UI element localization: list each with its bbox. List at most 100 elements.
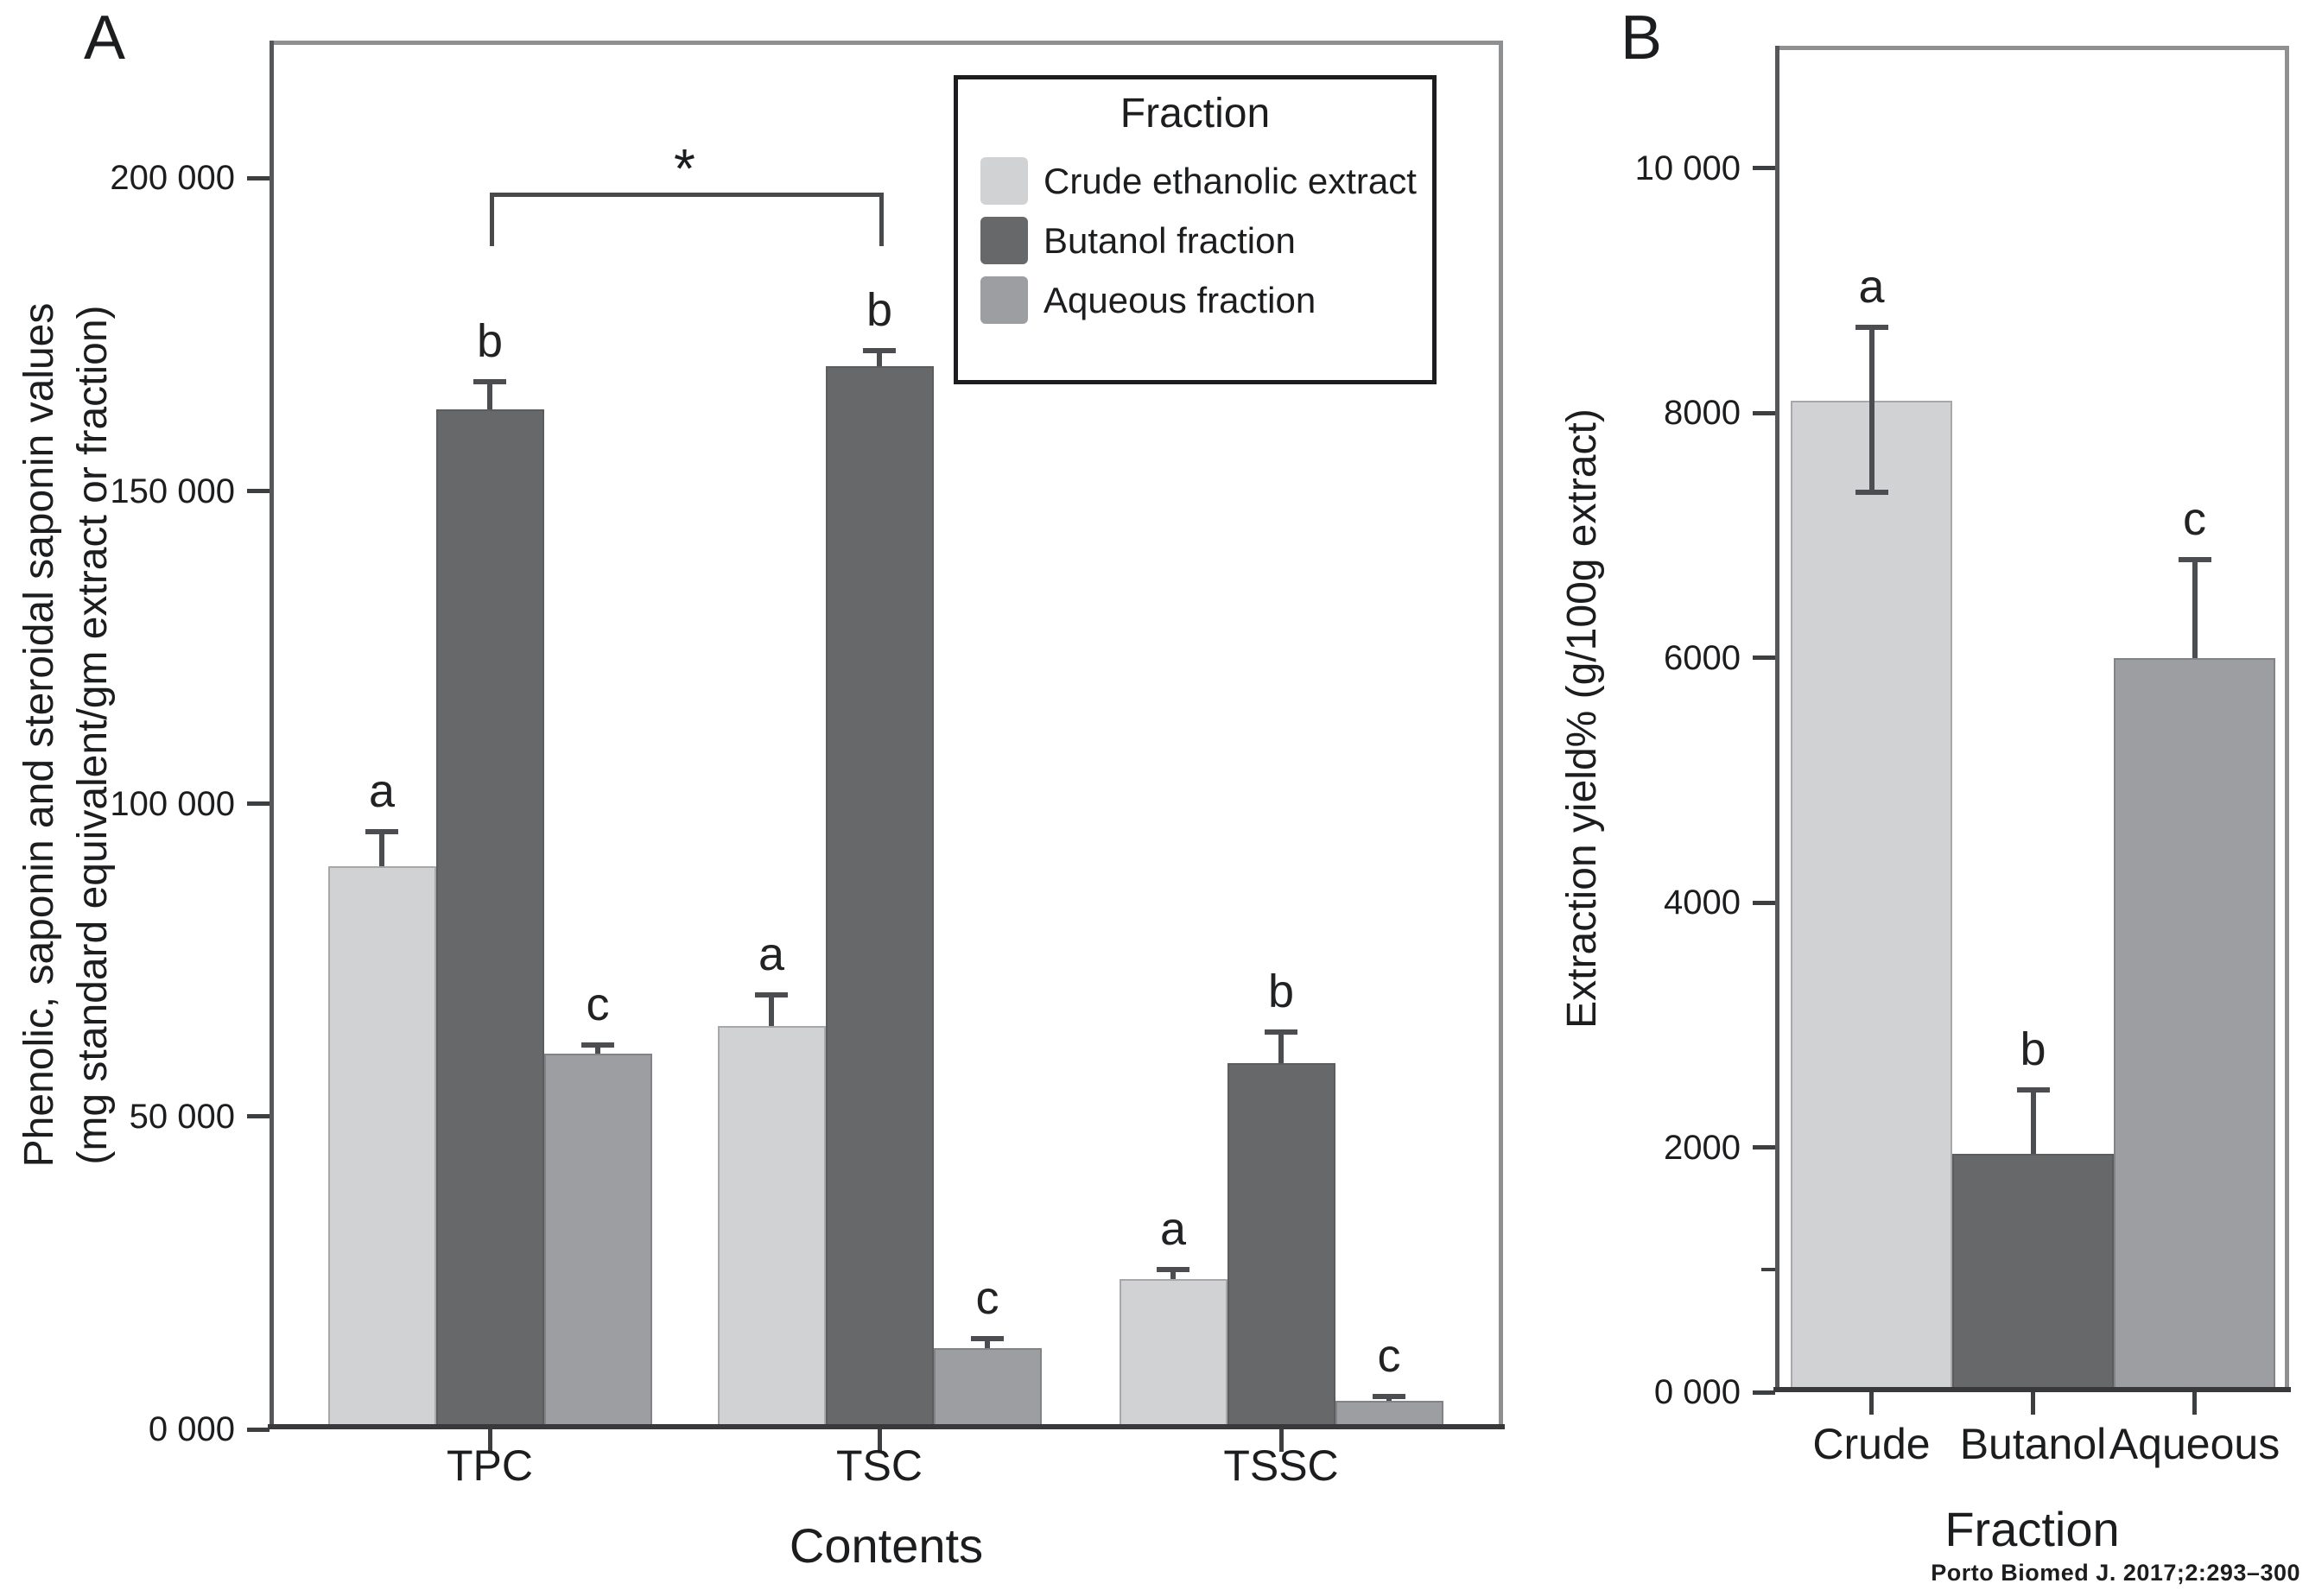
bar-butanol xyxy=(1952,1153,2114,1392)
legend-label-crude: Crude ethanolic extract xyxy=(1043,160,1417,201)
panel-a-y-axis xyxy=(270,41,274,1429)
legend-swatch-crude xyxy=(980,157,1028,205)
y-tick-label-4000: 4000 xyxy=(1664,884,1741,922)
significance-letter-butanol: b xyxy=(2020,1023,2046,1075)
y-tick-0 xyxy=(247,1427,270,1432)
panel-a-frame-top xyxy=(270,41,1503,45)
legend-label-butanol: Butanol fraction xyxy=(1043,219,1296,261)
significance-letter-butanol-tssc: b xyxy=(1267,966,1295,1018)
significance-letter-aqueous-tsc: c xyxy=(975,1271,999,1324)
error-bar-cap-crude-tpc xyxy=(365,829,398,835)
y-tick-label-50000: 50 000 xyxy=(129,1097,235,1136)
error-bar-cap-butanol-tsc xyxy=(863,347,896,353)
error-bar-stem-butanol-tssc xyxy=(1278,1032,1284,1064)
significance-asterisk: * xyxy=(674,137,695,200)
error-bar-stem-butanol xyxy=(2030,1089,2036,1154)
bar-crude-tssc xyxy=(1119,1279,1227,1429)
category-label-crude: Crude xyxy=(1812,1420,1931,1468)
error-bar-cap-aqueous xyxy=(2178,557,2211,563)
panel-b-label: B xyxy=(1621,3,1663,73)
y-tick-6000 xyxy=(1753,656,1775,661)
error-bar-stem-butanol-tsc xyxy=(877,350,882,366)
error-bar-stem-crude-tssc xyxy=(1170,1270,1176,1280)
error-bar-stem-butanol-tpc xyxy=(487,381,492,410)
error-bar-cap-aqueous-tssc xyxy=(1373,1394,1405,1400)
x-tick-tssc xyxy=(1278,1429,1284,1452)
error-bar-cap-aqueous-tpc xyxy=(581,1042,614,1048)
y-tick-label-2000: 2000 xyxy=(1664,1128,1741,1167)
category-label-aqueous: Aqueous xyxy=(2109,1420,2280,1468)
bar-aqueous-tsc xyxy=(933,1347,1042,1429)
y-tick-0 xyxy=(1753,1390,1775,1395)
error-bar-cap-aqueous-tsc xyxy=(971,1335,1004,1341)
y-tick-label-0: 0 000 xyxy=(148,1410,235,1448)
legend-swatch-aqueous xyxy=(980,276,1028,324)
legend-item-aqueous: Aqueous fraction xyxy=(980,276,1432,324)
bar-butanol-tssc xyxy=(1227,1063,1335,1429)
y-tick-50000 xyxy=(247,1114,270,1119)
x-tick-tsc xyxy=(877,1429,882,1452)
panel-a-plot: Contents Fraction Crude ethanolic extrac… xyxy=(110,41,1505,1570)
y-axis-title-a-line2: (mg standard equivalent/gm extract or fr… xyxy=(70,305,116,1165)
error-bar-cap-crude-tssc xyxy=(1157,1267,1189,1273)
significance-bracket-stub-left xyxy=(490,193,494,246)
y-tick-4000 xyxy=(1753,900,1775,905)
y-axis-title-panel-b: Extraction yield% (g/100g extract) xyxy=(1559,408,1605,1029)
legend-item-crude: Crude ethanolic extract xyxy=(980,157,1432,205)
category-label-tssc: TSSC xyxy=(1223,1441,1339,1490)
y-tick-label-0: 0 000 xyxy=(1653,1373,1741,1411)
x-tick-butanol xyxy=(2031,1392,2035,1415)
bar-crude xyxy=(1791,401,1952,1392)
significance-letter-butanol-tpc: b xyxy=(476,314,504,367)
legend-title: Fraction xyxy=(1120,91,1271,136)
bar-crude-tsc xyxy=(717,1025,826,1429)
error-bar-cap-crude xyxy=(1855,324,1888,330)
y-tick-label-150000: 150 000 xyxy=(110,472,235,510)
category-label-butanol: Butanol xyxy=(1959,1420,2107,1468)
panel-a-frame-right xyxy=(1499,41,1503,1429)
y-tick-100000 xyxy=(247,801,270,807)
x-tick-aqueous xyxy=(2192,1392,2197,1415)
y-tick-8000 xyxy=(1753,410,1775,415)
y-tick-label-100000: 100 000 xyxy=(110,784,235,823)
error-bar-stem-aqueous xyxy=(2192,560,2198,658)
error-bar-cap-butanol xyxy=(2016,1086,2050,1092)
error-bar-lower-cap-crude xyxy=(1855,490,1888,496)
significance-bracket xyxy=(490,193,879,198)
significance-bracket-stub-right xyxy=(879,193,884,246)
error-bar-cap-butanol-tpc xyxy=(473,378,506,384)
x-tick-tpc xyxy=(487,1429,492,1452)
error-bar-stem-crude-tpc xyxy=(379,832,384,867)
bar-butanol-tsc xyxy=(825,365,934,1429)
x-axis-title-panel-b: Fraction xyxy=(1944,1502,2120,1556)
error-bar-cap-butanol-tssc xyxy=(1265,1029,1297,1036)
panel-a-label: A xyxy=(84,3,126,73)
panel-b-frame-top xyxy=(1775,46,2289,50)
panel-b-x-axis xyxy=(1773,1387,2291,1392)
error-bar-stem-crude xyxy=(1868,326,1874,493)
bar-aqueous-tpc xyxy=(543,1054,652,1429)
significance-letter-crude-tsc: a xyxy=(758,928,785,980)
bar-crude-tpc xyxy=(327,866,436,1429)
error-bar-stem-crude-tsc xyxy=(769,994,774,1026)
significance-letter-aqueous: c xyxy=(2183,493,2206,546)
y-tick-200000 xyxy=(247,175,270,180)
significance-letter-crude-tpc: a xyxy=(368,765,396,818)
bar-butanol-tpc xyxy=(435,409,544,1429)
legend-label-aqueous: Aqueous fraction xyxy=(1043,279,1316,320)
y-tick-label-10000: 10 000 xyxy=(1634,149,1741,187)
bar-aqueous xyxy=(2114,657,2275,1392)
significance-letter-butanol-tsc: b xyxy=(866,283,893,336)
y-axis-title-panel-a: Phenolic, saponin and steroidal saponin … xyxy=(13,0,120,1555)
y-tick-label-6000: 6000 xyxy=(1664,638,1741,677)
panel-b-y-axis xyxy=(1775,46,1779,1392)
panel-b-plot: Fraction 0 000 2000 4000 6000 8000 10 000 a b c C… xyxy=(1635,46,2291,1554)
panel-b-frame-right xyxy=(2285,46,2289,1392)
y-axis-title-a-line1: Phenolic, saponin and steroidal saponin … xyxy=(16,302,62,1168)
x-axis-title-panel-a: Contents xyxy=(789,1518,984,1573)
significance-letter-crude: a xyxy=(1858,260,1885,313)
significance-letter-aqueous-tpc: c xyxy=(586,978,610,1030)
y-tick-2000 xyxy=(1753,1145,1775,1150)
legend: Fraction Crude ethanolic extract Butanol… xyxy=(954,75,1437,384)
